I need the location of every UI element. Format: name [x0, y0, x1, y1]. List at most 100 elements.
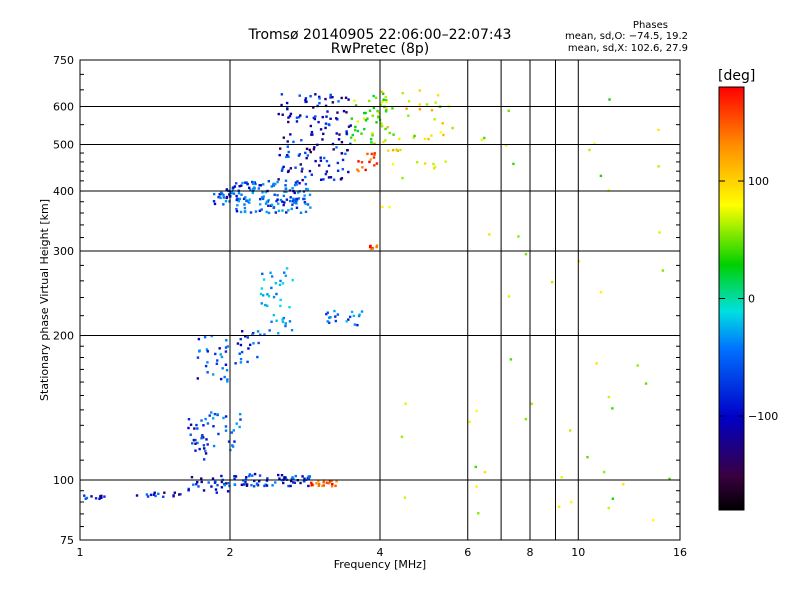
data-point [213, 202, 217, 206]
data-point [269, 271, 272, 274]
data-point [367, 99, 371, 103]
data-point [283, 201, 286, 204]
data-point [228, 484, 231, 488]
data-point [286, 145, 290, 148]
data-point [208, 414, 211, 417]
data-point [334, 315, 337, 318]
data-point [281, 113, 284, 116]
data-point [290, 477, 293, 481]
data-point [226, 380, 229, 383]
colorbar-unit-label: [deg] [718, 68, 756, 84]
data-point [325, 481, 329, 484]
data-point [239, 210, 243, 214]
data-point [380, 90, 384, 94]
data-point [324, 122, 328, 125]
data-point [329, 93, 332, 97]
data-point [433, 165, 437, 169]
data-point [322, 479, 326, 482]
data-point [557, 505, 561, 508]
data-point [224, 199, 228, 203]
data-point [483, 136, 486, 140]
data-point [248, 473, 252, 476]
data-point [211, 417, 215, 420]
data-point [371, 247, 374, 250]
data-point [310, 130, 314, 134]
data-point [405, 107, 408, 110]
data-point [225, 188, 229, 191]
data-point [214, 352, 217, 356]
data-point [353, 99, 356, 102]
data-point [187, 489, 190, 492]
data-point [293, 481, 297, 484]
data-point [403, 496, 407, 499]
data-point [252, 181, 255, 184]
data-point [375, 162, 379, 165]
data-point [218, 347, 221, 350]
data-point [290, 328, 294, 332]
data-point [250, 483, 253, 487]
data-point [307, 477, 311, 480]
data-point [280, 103, 283, 107]
data-point [265, 304, 269, 308]
x-tick-label: 2 [227, 546, 234, 559]
data-point [345, 132, 348, 135]
data-point [287, 116, 290, 119]
data-point [303, 201, 307, 204]
data-point [244, 181, 247, 184]
x-tick-label: 4 [377, 546, 384, 559]
data-point [588, 148, 591, 152]
data-point [480, 138, 484, 141]
data-point [302, 479, 306, 483]
data-point [400, 435, 404, 439]
data-point [303, 194, 306, 197]
data-point [353, 128, 357, 132]
data-point [257, 187, 261, 190]
data-point [396, 149, 399, 152]
data-point [145, 493, 149, 496]
data-point [240, 350, 244, 354]
data-point [266, 293, 269, 296]
data-point [262, 278, 266, 281]
data-point [220, 474, 223, 478]
data-point [387, 149, 390, 152]
data-point [240, 193, 243, 196]
data-point [319, 128, 323, 131]
data-point [211, 477, 215, 480]
data-point [226, 482, 230, 485]
data-point [282, 165, 285, 169]
data-point [325, 159, 329, 163]
data-point [237, 192, 241, 195]
data-point [278, 283, 282, 287]
data-point [245, 476, 248, 479]
data-point [384, 95, 387, 99]
data-point [312, 116, 316, 120]
data-point [240, 483, 244, 487]
data-point [334, 319, 337, 323]
data-point [322, 132, 325, 136]
data-point [297, 115, 301, 119]
data-point [364, 168, 367, 172]
data-point [275, 199, 278, 203]
data-point [270, 203, 274, 207]
data-point [218, 195, 221, 199]
data-point [295, 116, 299, 119]
data-point [248, 198, 251, 201]
x-tick-label: 10 [571, 546, 585, 559]
data-point [312, 148, 316, 151]
data-point [220, 191, 223, 195]
data-point [517, 235, 520, 238]
data-point [243, 482, 246, 486]
data-point [319, 156, 322, 159]
data-point [284, 324, 287, 328]
data-point [214, 480, 217, 484]
data-point [233, 475, 236, 478]
data-point [353, 139, 356, 142]
data-point [225, 195, 229, 199]
data-point [369, 158, 373, 161]
data-point [216, 359, 219, 362]
data-point [433, 118, 436, 121]
data-point [385, 99, 388, 102]
data-point [259, 292, 263, 296]
data-point [317, 482, 321, 486]
data-point [90, 495, 93, 498]
